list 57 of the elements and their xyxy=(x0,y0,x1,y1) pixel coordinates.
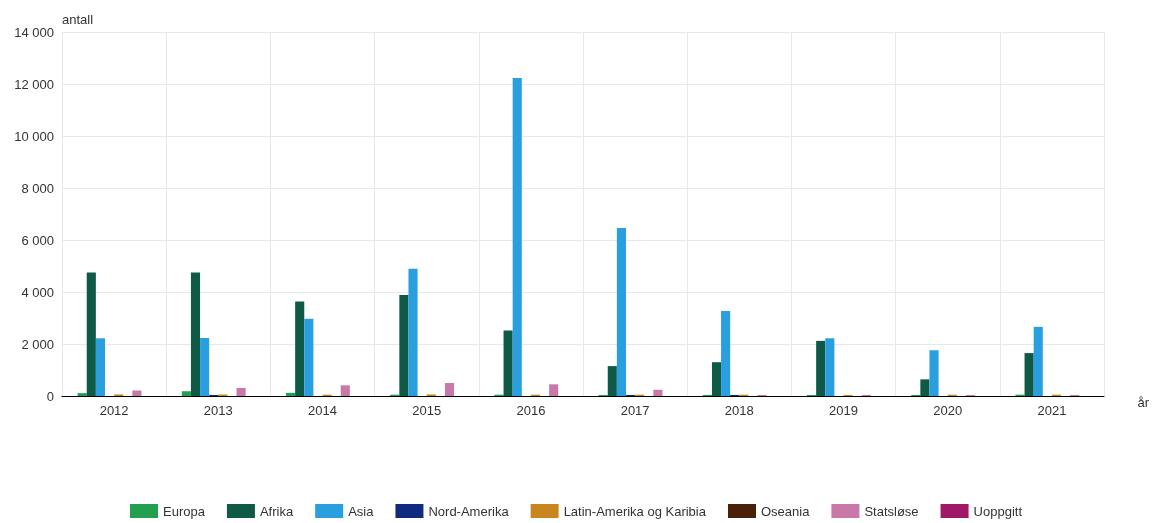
bar xyxy=(304,318,314,396)
x-tick-label: 2018 xyxy=(724,403,754,418)
bar xyxy=(444,383,455,396)
bar xyxy=(1033,326,1043,396)
bar xyxy=(721,310,731,396)
x-tick-label: 2014 xyxy=(308,403,337,418)
bar xyxy=(200,338,210,396)
bar xyxy=(825,338,835,396)
bar xyxy=(236,387,246,396)
bar xyxy=(920,379,930,396)
bar xyxy=(512,78,522,396)
x-tick-label: 2012 xyxy=(99,403,129,418)
bar xyxy=(1024,353,1034,396)
bar xyxy=(190,272,201,396)
legend-label: Statsløse xyxy=(864,503,919,519)
legend-label: Uoppgitt xyxy=(973,503,1023,519)
x-axis-title: år xyxy=(1137,395,1150,410)
x-tick-label: 2021 xyxy=(1037,403,1067,418)
y-tick-label: 14 000 xyxy=(14,24,54,40)
x-tick-label: 2015 xyxy=(412,403,442,418)
bar xyxy=(549,384,559,396)
x-tick-label: 2019 xyxy=(829,403,858,418)
bar xyxy=(86,272,96,396)
y-tick-label: 12 000 xyxy=(14,76,54,92)
bar xyxy=(711,362,722,396)
y-tick-label: 6 000 xyxy=(21,232,54,248)
bar xyxy=(408,268,418,396)
bar xyxy=(95,338,105,396)
bar xyxy=(653,389,663,396)
bar xyxy=(929,350,939,396)
y-tick-label: 8 000 xyxy=(21,180,54,196)
legend-label: Asia xyxy=(348,503,375,519)
y-tick-label: 0 xyxy=(46,388,54,404)
x-tick-label: 2017 xyxy=(620,403,650,418)
x-tick-label: 2016 xyxy=(516,403,546,418)
bar xyxy=(77,393,87,396)
x-tick-label: 2020 xyxy=(933,403,963,418)
legend-label: Europa xyxy=(163,503,206,519)
y-tick-label: 4 000 xyxy=(21,284,54,300)
legend-label: Nord-Amerika xyxy=(428,503,510,519)
legend-label: Latin-Amerika og Karibia xyxy=(563,503,707,519)
bar xyxy=(295,301,305,396)
y-tick-label: 2 000 xyxy=(21,336,54,352)
bar xyxy=(181,391,191,396)
x-tick-label: 2013 xyxy=(203,403,233,418)
bar xyxy=(503,330,513,396)
bar xyxy=(607,366,617,396)
legend-label: Oseania xyxy=(760,503,811,519)
bar xyxy=(132,390,142,396)
bar xyxy=(286,392,296,396)
y-tick-label: 10 000 xyxy=(14,128,54,144)
bar xyxy=(616,228,626,396)
y-axis-title: antall xyxy=(62,12,94,27)
bar xyxy=(816,340,826,396)
bar xyxy=(399,295,409,396)
bar xyxy=(340,385,350,396)
legend-label: Afrika xyxy=(259,503,294,519)
